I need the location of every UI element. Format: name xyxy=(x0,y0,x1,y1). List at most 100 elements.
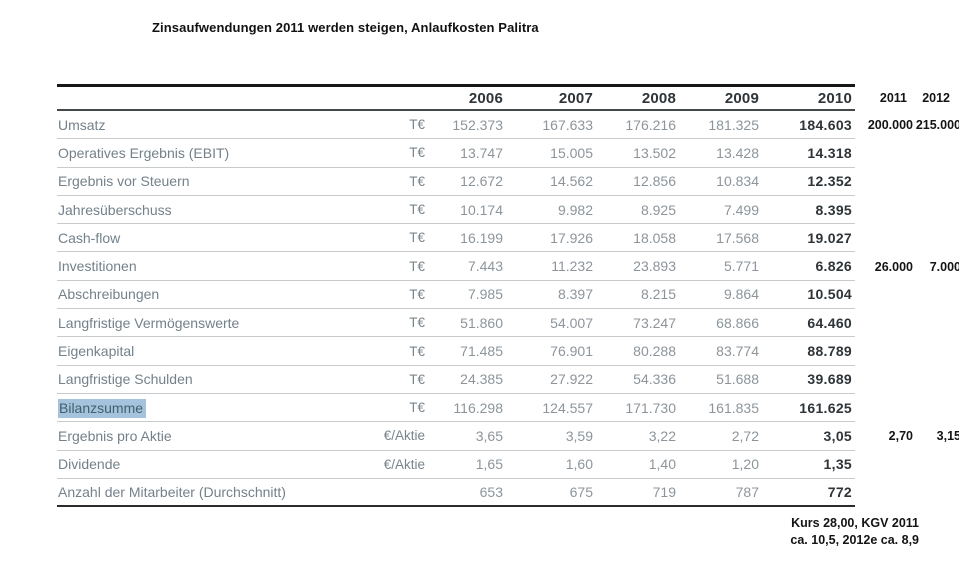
cell-2006: 116.298 xyxy=(453,399,503,416)
row-label: Ergebnis vor Steuern xyxy=(58,173,190,190)
row-unit: T€ xyxy=(409,173,425,189)
cell-2010: 772 xyxy=(827,484,852,500)
cell-2007: 54.007 xyxy=(550,314,593,331)
cell-2008: 176.216 xyxy=(625,116,676,133)
row-label: Bilanzsumme xyxy=(57,398,365,418)
row-unit: €/Aktie xyxy=(383,428,425,444)
cell-2010: 3,05 xyxy=(823,427,852,444)
cell-2009: 1,20 xyxy=(731,456,759,473)
row-unit: T€ xyxy=(409,117,425,133)
cell-2006: 7.985 xyxy=(467,286,503,303)
cell-2009: 9.864 xyxy=(723,286,759,303)
selected-text-highlight: Bilanzsumme xyxy=(58,398,147,418)
table-body: Umsatz T€ 152.373 167.633 176.216 181.325 184.… xyxy=(57,111,959,508)
row-label: Abschreibungen xyxy=(58,286,160,303)
table-row: Langfristige Vermögenswerte T€ 51.860 54.00… xyxy=(57,309,959,338)
table-row: Operatives Ergebnis (EBIT) T€ 13.747 15.005… xyxy=(57,139,959,168)
year-header-2012: 2012 xyxy=(922,90,950,105)
cell-2008: 13.502 xyxy=(633,144,676,161)
cell-2007: 17.926 xyxy=(550,229,593,246)
row-unit: T€ xyxy=(409,230,425,246)
table-row: Bilanzsumme T€ 116.298 124.557 171.730 161.83… xyxy=(57,394,959,423)
cell-2010: 14.318 xyxy=(807,144,852,161)
row-unit: T€ xyxy=(409,343,425,359)
year-header-2007: 2007 xyxy=(558,89,593,107)
cell-2010: 88.789 xyxy=(807,343,852,360)
table-row: Investitionen T€ 7.443 11.232 23.893 5.771 6.8… xyxy=(57,252,959,281)
financial-table: 2006 2007 2008 2009 2010 2011 2012 Umsat… xyxy=(57,84,959,508)
cell-2006: 653 xyxy=(479,484,503,500)
valuation-note: Kurs 28,00, KGV 2011 ca. 10,5, 2012e ca.… xyxy=(790,515,919,549)
cell-2007: 11.232 xyxy=(551,258,593,275)
cell-2011-forecast: 2,70 xyxy=(888,429,913,444)
cell-2010: 12.352 xyxy=(807,173,852,190)
cell-2007: 3,59 xyxy=(565,427,593,444)
table-row: Abschreibungen T€ 7.985 8.397 8.215 9.864 10.5… xyxy=(57,281,959,310)
cell-2012-forecast: 7.000 xyxy=(929,259,959,274)
cell-2008: 8.215 xyxy=(640,286,676,303)
cell-2008: 171.730 xyxy=(625,399,676,416)
row-label: Umsatz xyxy=(58,116,106,133)
row-label: Operatives Ergebnis (EBIT) xyxy=(58,144,230,161)
cell-2007: 124.557 xyxy=(542,399,593,416)
cell-2007: 9.982 xyxy=(557,201,593,218)
table-row: Ergebnis pro Aktie €/Aktie 3,65 3,59 3,22 2,7… xyxy=(57,422,959,451)
cell-2006: 12.672 xyxy=(460,173,503,190)
table-row: Eigenkapital T€ 71.485 76.901 80.288 83.774 88… xyxy=(57,337,959,366)
cell-2008: 719 xyxy=(652,484,676,500)
cell-2012-forecast: 215.000 xyxy=(915,118,959,133)
cell-2010: 8.395 xyxy=(815,201,852,218)
cell-2007: 1,60 xyxy=(565,456,593,473)
cell-2008: 12.856 xyxy=(633,173,676,190)
row-unit: T€ xyxy=(409,400,425,416)
cell-2006: 10.174 xyxy=(460,201,503,218)
cell-2009: 17.568 xyxy=(716,229,759,246)
cell-2008: 1,40 xyxy=(648,456,676,473)
cell-2008: 23.893 xyxy=(633,258,676,275)
row-label: Langfristige Vermögenswerte xyxy=(58,314,240,331)
cell-2010: 1,35 xyxy=(823,456,852,473)
cell-2007: 167.633 xyxy=(542,116,593,133)
cell-2010: 19.027 xyxy=(807,229,852,246)
cell-2007: 675 xyxy=(569,484,593,500)
cell-2007: 15.005 xyxy=(550,144,593,161)
cell-2006: 24.385 xyxy=(460,371,503,388)
cell-2006: 3,65 xyxy=(475,427,503,444)
row-unit: T€ xyxy=(409,145,425,161)
cell-2006: 71.485 xyxy=(460,343,503,360)
cell-2006: 16.199 xyxy=(460,229,503,246)
table-row: Ergebnis vor Steuern T€ 12.672 14.562 12.856… xyxy=(57,168,959,196)
cell-2009: 5.771 xyxy=(723,258,759,275)
table-header-row: 2006 2007 2008 2009 2010 2011 2012 xyxy=(57,84,959,111)
cell-2009: 83.774 xyxy=(716,343,759,360)
row-label: Eigenkapital xyxy=(58,343,135,360)
cell-2009: 51.688 xyxy=(716,371,759,388)
cell-2009: 13.428 xyxy=(716,144,759,161)
cell-2011-forecast: 26.000 xyxy=(874,259,913,274)
cell-2009: 181.325 xyxy=(708,116,759,133)
row-unit: T€ xyxy=(409,258,425,274)
row-unit: T€ xyxy=(409,315,425,331)
cell-2006: 152.373 xyxy=(452,116,503,133)
row-label: Langfristige Schulden xyxy=(58,371,193,388)
cell-2010: 10.504 xyxy=(807,286,852,303)
cell-2011-forecast: 200.000 xyxy=(867,118,913,133)
row-unit: T€ xyxy=(409,371,425,387)
cell-2008: 80.288 xyxy=(633,343,676,360)
table-row: Anzahl der Mitarbeiter (Durchschnitt) 653… xyxy=(57,479,959,508)
cell-2010: 6.826 xyxy=(815,258,852,275)
table-row: Umsatz T€ 152.373 167.633 176.216 181.325 184.… xyxy=(57,111,959,140)
cell-2008: 73.247 xyxy=(633,314,676,331)
cell-2008: 18.058 xyxy=(633,229,676,246)
cell-2008: 8.925 xyxy=(640,201,676,218)
row-unit: T€ xyxy=(409,202,425,218)
cell-2010: 184.603 xyxy=(799,116,852,133)
page-title: Zinsaufwendungen 2011 werden steigen, An… xyxy=(152,20,539,35)
cell-2008: 54.336 xyxy=(633,371,676,388)
row-label: Jahresüberschuss xyxy=(58,201,172,218)
cell-2007: 76.901 xyxy=(550,343,593,360)
year-header-2011: 2011 xyxy=(879,90,907,105)
cell-2009: 10.834 xyxy=(716,173,759,190)
cell-2012-forecast: 3,15 xyxy=(936,429,959,444)
cell-2009: 2,72 xyxy=(731,427,759,444)
